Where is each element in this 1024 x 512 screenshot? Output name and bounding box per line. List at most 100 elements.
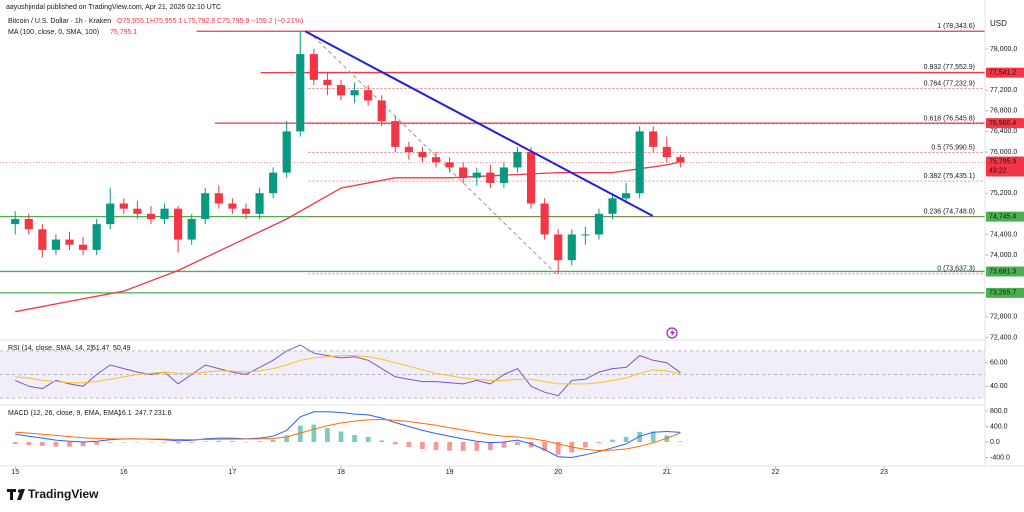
level-badge-label: 73,265.7	[989, 290, 1016, 297]
histogram-bar	[678, 441, 683, 442]
candle-body	[418, 152, 427, 158]
level-badge	[986, 287, 1024, 298]
countdown: 49:22	[989, 167, 1007, 174]
candle-body	[472, 172, 481, 178]
histogram-bar	[175, 441, 181, 444]
pane-title: MACD (12, 26, close, 9, EMA, EMA)	[8, 410, 121, 417]
candle-body	[269, 172, 278, 194]
histogram-bar	[297, 425, 303, 442]
candle-body	[445, 162, 454, 168]
candle-body	[119, 203, 128, 209]
rsi-line	[15, 344, 681, 397]
y-tick-label: 40.00	[990, 383, 1008, 390]
candle-body	[187, 218, 196, 240]
candle-body	[201, 193, 210, 219]
candle-body	[404, 146, 413, 153]
ohlc-close: C75,795.9	[217, 18, 249, 25]
histogram-bar	[270, 439, 276, 442]
candle-body	[228, 203, 237, 209]
brand-logo-dot[interactable]	[17, 489, 22, 493]
histogram-bar	[420, 441, 425, 449]
candle-body	[567, 234, 576, 261]
histogram-bar	[528, 441, 534, 448]
histogram-bar	[189, 441, 195, 443]
candle-body	[79, 244, 88, 250]
histogram-bar	[338, 431, 344, 442]
candle-body	[255, 193, 264, 214]
x-tick-label: 16	[120, 469, 128, 476]
trendline	[304, 30, 654, 217]
level-badge	[986, 67, 1024, 78]
candle-body	[526, 152, 536, 204]
y-tick-label: 77,200.0	[990, 87, 1017, 94]
alert-circle[interactable]	[666, 327, 678, 339]
candle-body	[554, 234, 563, 261]
ma-legend-value: 75,795.1	[110, 29, 137, 36]
histogram-bar	[406, 441, 412, 448]
candle-body	[282, 131, 291, 173]
histogram-bar	[474, 441, 480, 451]
grid-layer	[0, 350, 985, 399]
candle-body	[309, 54, 318, 80]
histogram-bar	[121, 441, 127, 443]
x-tick-label: 23	[880, 469, 888, 476]
level-badge	[986, 118, 1024, 129]
candle-body	[160, 208, 169, 219]
candle-body	[391, 121, 400, 147]
histogram-bar	[623, 436, 629, 442]
fib-label: 0 (73,637.3)	[937, 266, 975, 273]
legend-value: 16.1	[118, 410, 132, 417]
histogram-bar	[94, 441, 100, 445]
macd-line	[15, 418, 681, 452]
y-tick-label: 800.0	[990, 408, 1008, 415]
y-tick-label: 72,800.0	[990, 314, 1017, 321]
level-badge-label: 73,681.3	[989, 268, 1016, 275]
fib-diagonal	[308, 30, 557, 275]
alert-bolt[interactable]	[670, 329, 675, 337]
histogram-bar	[487, 441, 493, 451]
symbol: Bitcoin / U.S. Dollar · 1h · Kraken	[8, 18, 111, 25]
histogram-bar	[107, 441, 113, 443]
candle-body	[431, 157, 441, 163]
candle-body	[106, 203, 115, 225]
histogram-bar	[447, 441, 452, 451]
candle-body	[11, 218, 20, 225]
histogram-bar	[515, 441, 520, 446]
x-tick-label: 21	[663, 469, 671, 476]
x-tick-label: 19	[446, 469, 454, 476]
y-tick-label: 78,000.0	[990, 46, 1017, 53]
histogram-bar	[135, 441, 140, 443]
candle-body	[38, 229, 47, 250]
y-tick-label: -400.0	[990, 454, 1010, 461]
legend-value: 51.47	[92, 345, 110, 352]
y-tick-label: 76,400.0	[990, 128, 1017, 135]
level-badge	[986, 266, 1024, 277]
histogram-bar	[67, 441, 72, 447]
legend-value: 231.6	[154, 410, 172, 417]
histogram-bar	[610, 439, 615, 442]
candle-body	[377, 100, 386, 122]
histogram-bar	[379, 440, 385, 442]
brand[interactable]: TradingView	[7, 487, 99, 501]
histogram-bar	[555, 441, 561, 455]
brand-name[interactable]: TradingView	[28, 487, 99, 501]
level-badge	[986, 211, 1024, 222]
alert-icon[interactable]	[666, 327, 678, 339]
price-badge	[986, 156, 1024, 177]
candle-body	[459, 167, 468, 178]
fib-label: 0.5 (75,990.5)	[931, 144, 975, 151]
level-badge-label: 76,560.4	[989, 120, 1016, 127]
histogram-bar	[53, 441, 59, 447]
candle-body	[540, 203, 549, 235]
plot-layer: 1 (78,343.6) 0.832 (77,552.9) 0.764 (77,23…	[0, 23, 985, 459]
histogram-bar	[637, 431, 643, 442]
rsi-line	[15, 355, 681, 385]
histogram-bar	[392, 441, 398, 445]
currency: USD	[990, 19, 1007, 28]
histogram-bar	[582, 441, 588, 448]
histogram-bar	[80, 441, 86, 447]
histogram-bar	[596, 441, 602, 444]
ma-line	[15, 161, 678, 313]
histogram-bar	[284, 435, 290, 442]
